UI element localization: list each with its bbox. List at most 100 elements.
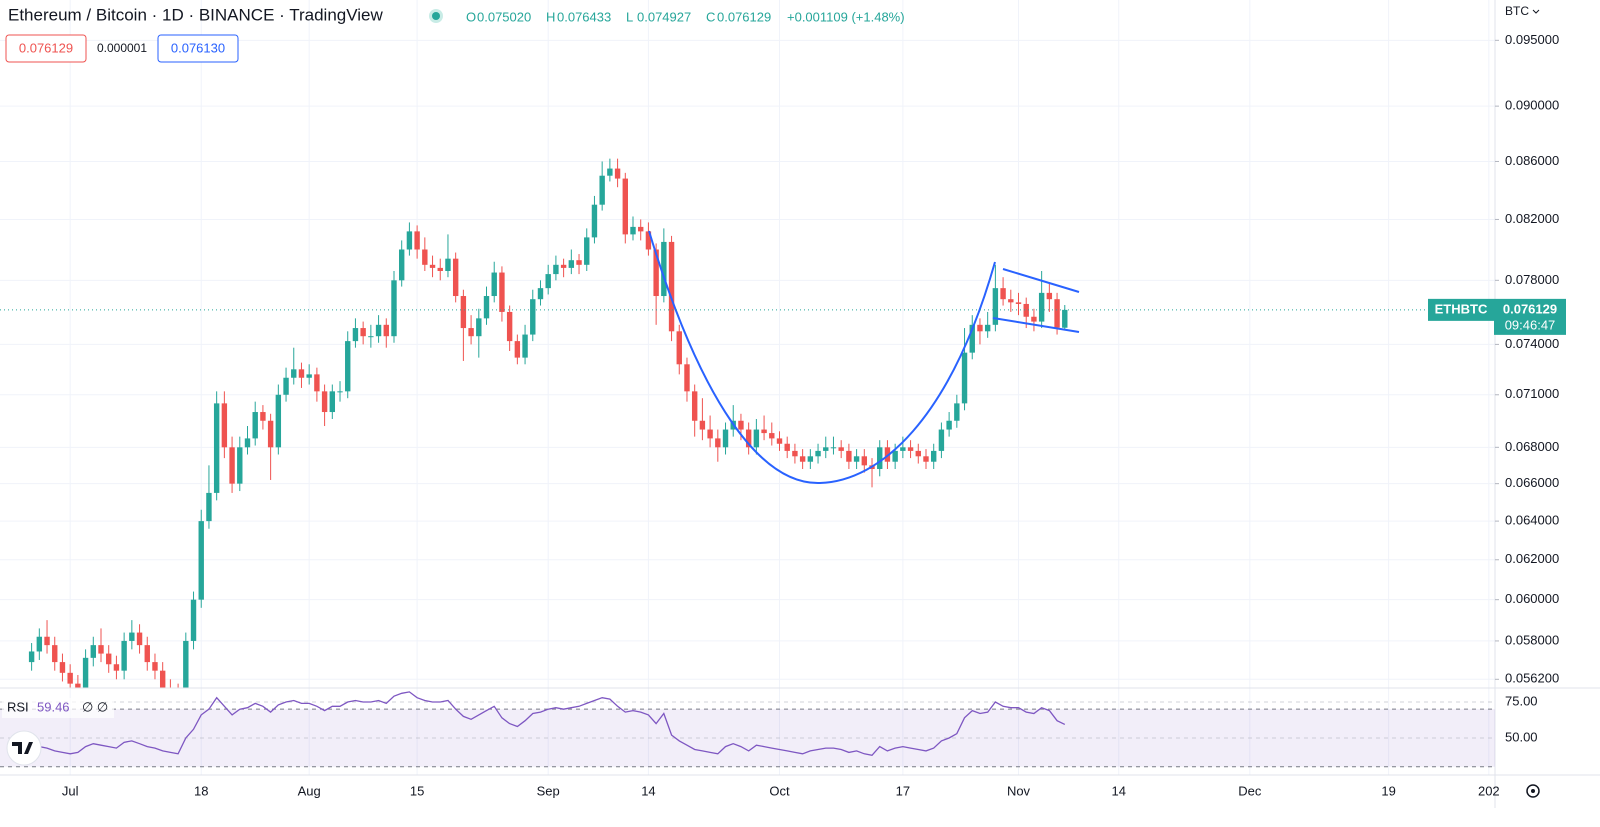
y-tick-label: 0.090000 (1505, 98, 1559, 113)
candle-body (522, 334, 528, 358)
candle-body (82, 657, 89, 688)
candle-body (129, 632, 135, 641)
x-tick-label: 18 (194, 783, 208, 798)
symbol-title[interactable]: Ethereum / Bitcoin · 1D · BINANCE · Trad… (8, 5, 383, 24)
candle-body (792, 450, 798, 457)
candle-body (668, 241, 675, 332)
candle-body (483, 296, 490, 319)
candle-body (1038, 292, 1045, 322)
candle-body (638, 226, 644, 232)
candle-body (684, 364, 690, 392)
candle-body (961, 352, 968, 404)
candle-body (915, 450, 921, 457)
y-tick-label: 0.058000 (1505, 632, 1559, 647)
rsi-legend-bg (2, 698, 114, 718)
candle-body (838, 447, 844, 451)
candle-body (391, 280, 397, 337)
candle-body (599, 175, 605, 205)
candle-body (807, 456, 814, 462)
rsi-name: RSI (7, 699, 29, 714)
tv-logo[interactable] (6, 730, 42, 766)
candle-body (206, 492, 212, 522)
candle-body (460, 296, 467, 329)
candle-body (584, 237, 590, 265)
candle-body (345, 341, 351, 392)
change: +0.001109 (+1.48%) (787, 9, 905, 24)
candle-body (252, 412, 258, 439)
tv-logo-mark (12, 742, 33, 754)
candle-body (900, 447, 906, 451)
currency-chevron (1532, 9, 1540, 14)
candle-body (969, 324, 975, 353)
x-tick-label: 15 (410, 783, 424, 798)
candle-body (275, 394, 282, 448)
candle-body (136, 632, 143, 646)
candle-body (437, 267, 443, 271)
rsi-line (31, 691, 1066, 757)
last-price: 0.076129 (1503, 301, 1557, 316)
settings-icon[interactable] (1526, 784, 1540, 798)
candle-body (846, 450, 852, 462)
candle-body (168, 688, 173, 692)
candle-body (1000, 288, 1006, 300)
ohlc-key: L (626, 9, 633, 24)
candle-body (36, 636, 43, 652)
x-tick-label: Sep (537, 783, 560, 798)
candle-body (67, 672, 73, 684)
ohlc-value: 0.074927 (637, 9, 691, 24)
y-tick-label: 0.095000 (1505, 32, 1559, 47)
candle-body (491, 272, 497, 297)
ohlc-value: 0.076433 (557, 9, 611, 24)
candle-body (314, 374, 320, 392)
candle-body (622, 178, 628, 235)
symbol-label-box (1428, 298, 1494, 321)
x-tick-label: Jul (62, 783, 79, 798)
rsi-tick-label: 50.00 (1505, 729, 1538, 744)
candle-body (98, 645, 104, 654)
candle-body (877, 447, 883, 469)
candle-body (853, 456, 860, 462)
candle-body (506, 311, 513, 342)
candle-body (360, 328, 366, 337)
candle-body (761, 429, 767, 434)
y-tick-label: 0.071000 (1505, 386, 1559, 401)
candle-body (52, 645, 58, 663)
candle-body (1008, 299, 1014, 303)
candle-body (691, 391, 698, 421)
candle-body (267, 420, 274, 448)
candle-body (892, 450, 898, 462)
candle-body (707, 429, 713, 439)
candle-body (645, 231, 652, 250)
candle-body (830, 447, 837, 449)
candle-body (560, 264, 567, 268)
candle-body (992, 288, 999, 325)
x-tick-label: 14 (641, 783, 655, 798)
candle-body (44, 636, 50, 646)
settings-icon-center (1531, 789, 1535, 793)
spread: 0.000001 (97, 41, 147, 55)
candle-body (213, 403, 220, 493)
candle-body (244, 438, 251, 448)
currency[interactable]: BTC (1505, 4, 1529, 18)
candle-body (183, 640, 189, 688)
candle-body (28, 651, 35, 663)
sell-button[interactable] (5, 34, 87, 63)
candle-body (121, 640, 127, 671)
candle-body (198, 521, 204, 600)
buy-button[interactable] (157, 34, 239, 63)
candle-body (954, 403, 960, 421)
candle-body (298, 369, 305, 378)
wedge-upper[interactable] (1002, 268, 1080, 293)
candle-body (530, 299, 536, 335)
cup-drawing[interactable] (648, 230, 996, 485)
x-tick-label: Nov (1007, 783, 1031, 798)
candle-body (907, 447, 914, 451)
candle-body (152, 662, 158, 671)
candle-body (653, 249, 659, 297)
candle-body (1046, 292, 1053, 300)
candle-body (406, 231, 413, 250)
wedge-lower[interactable] (992, 317, 1080, 333)
candle-body (144, 645, 150, 663)
y-tick-label: 0.082000 (1505, 211, 1559, 226)
